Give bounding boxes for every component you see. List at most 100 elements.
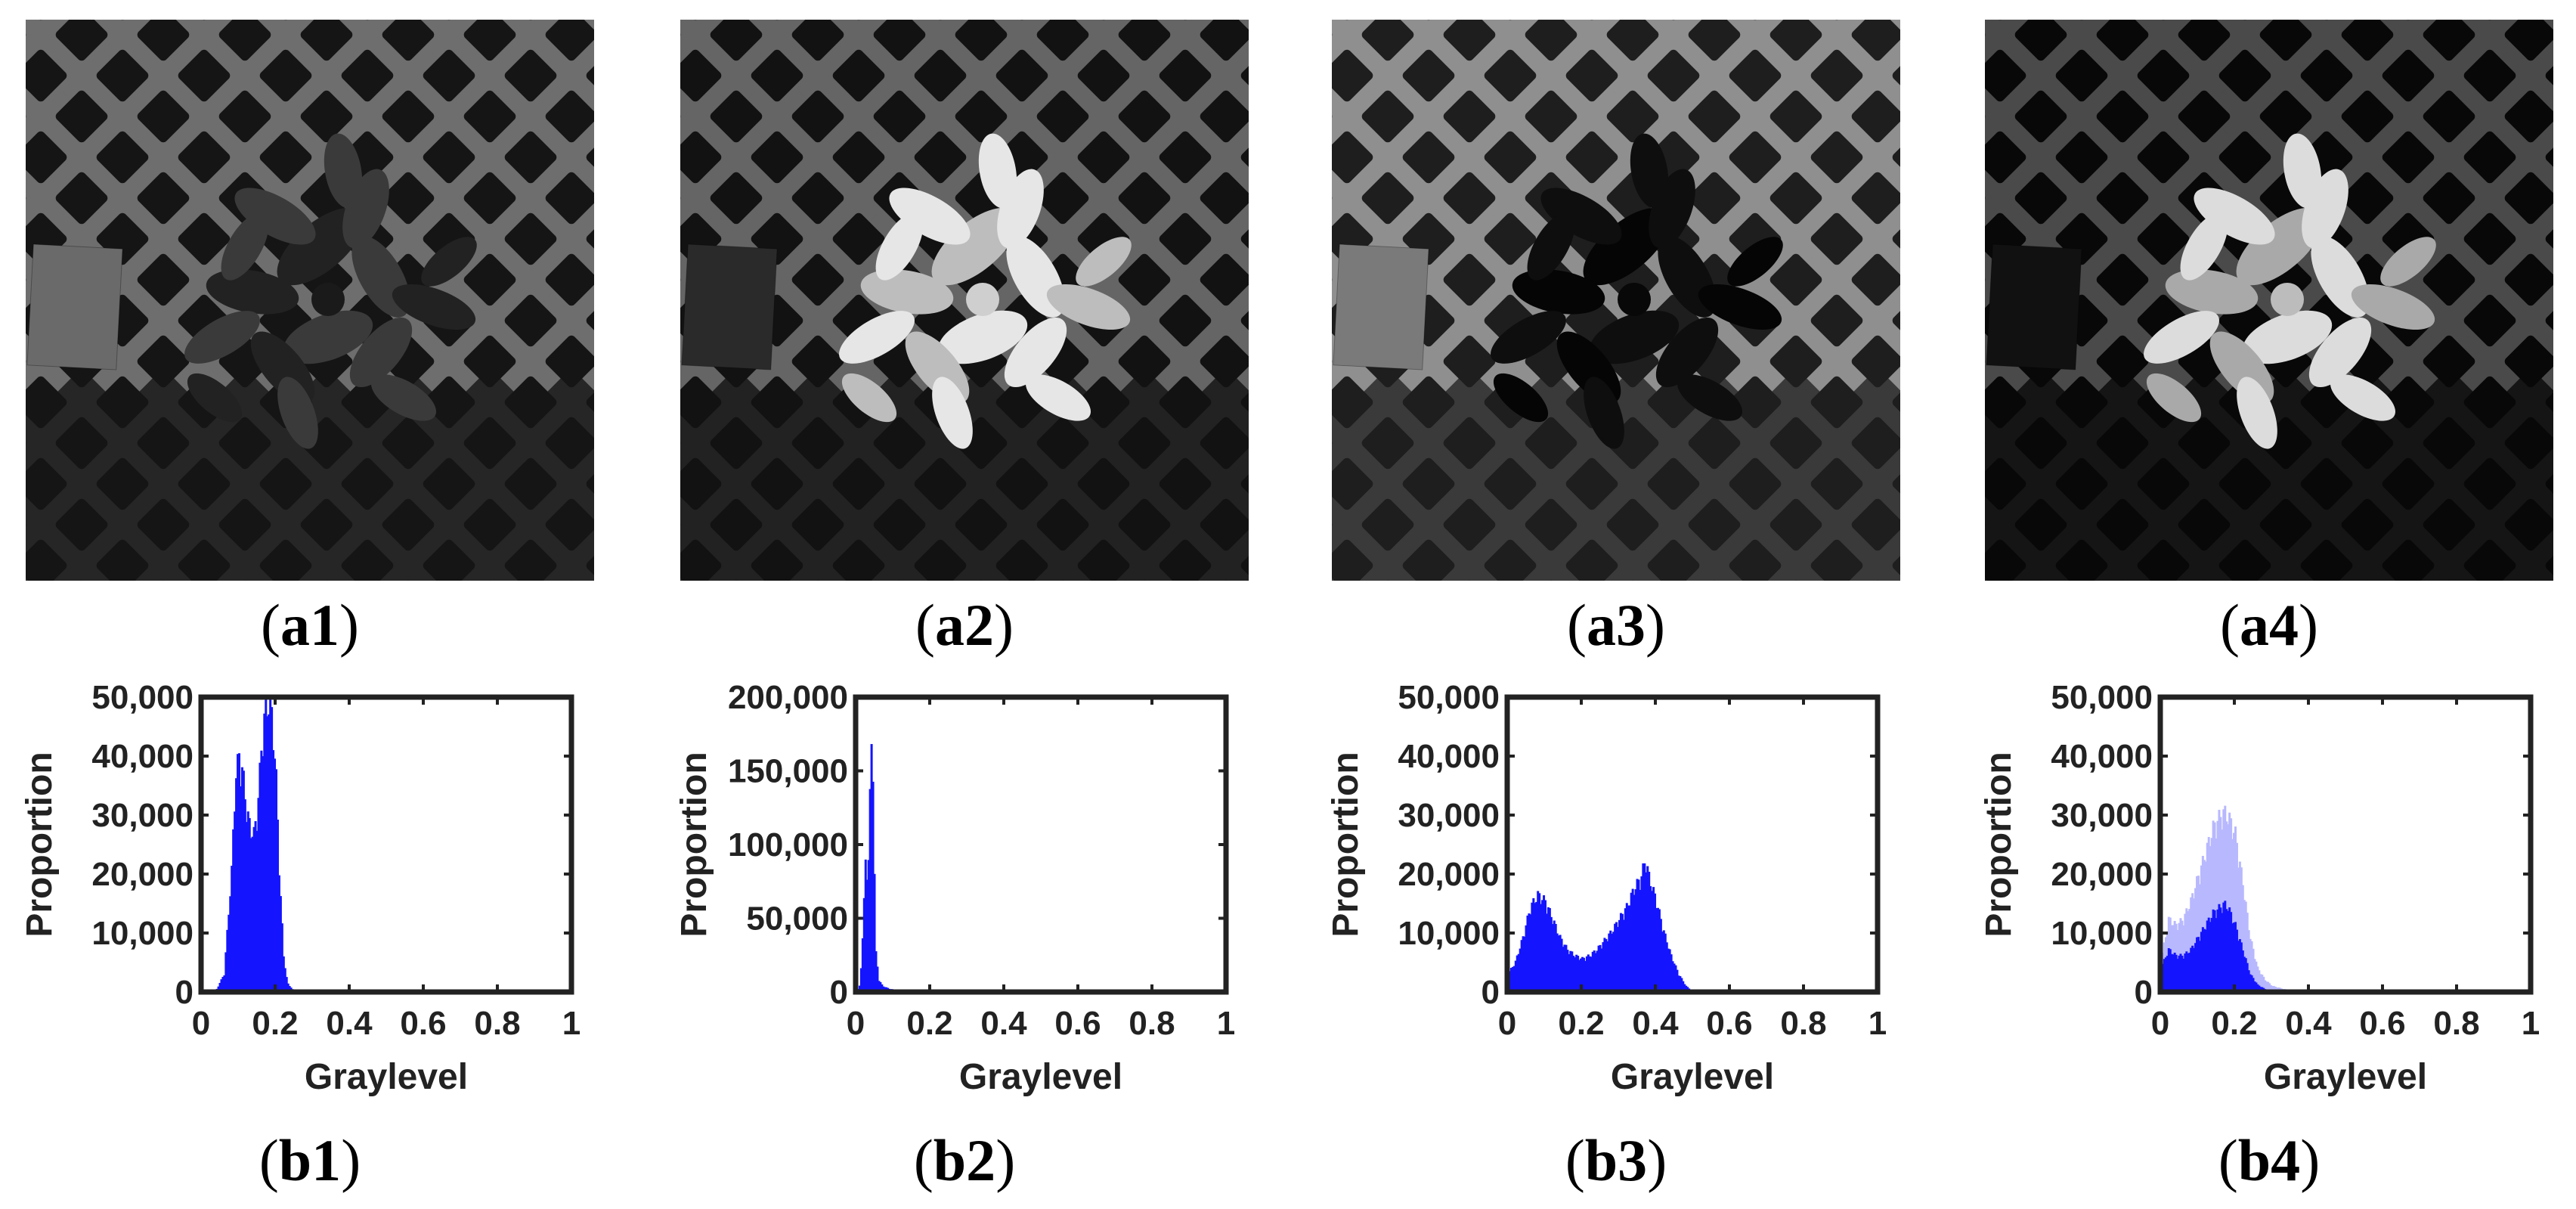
paver-hole [2014, 417, 2067, 470]
paver-hole [751, 539, 803, 581]
paver-hole [2504, 335, 2553, 388]
histogram-bar [2173, 952, 2176, 992]
plant-leaf [1026, 374, 1091, 421]
histogram-bar [1611, 933, 1614, 992]
paver-hole [1769, 90, 1822, 143]
paver-hole [1361, 498, 1414, 551]
histogram-bar [1618, 919, 1621, 992]
paver-hole [832, 49, 885, 102]
histogram-bar [2201, 927, 2204, 992]
paver-hole [96, 376, 149, 429]
histogram-b2: 0 0.2 0.4 0.6 0.8 1 0 50,000 100,000 150,000 200,0… [674, 665, 1249, 1119]
paver-hole [1159, 457, 1212, 510]
histogram-bar [2261, 974, 2264, 992]
histogram-bar [2222, 902, 2225, 992]
paver-hole [2463, 539, 2516, 581]
histogram-bar [2227, 910, 2230, 992]
histogram-bar [1645, 872, 1648, 992]
histogram-bar [1674, 965, 1677, 992]
paver-hole [914, 131, 967, 184]
paver-hole [545, 90, 594, 143]
histogram-bar [858, 985, 861, 992]
histogram-b1: 0 0.2 0.4 0.6 0.8 1 0 10,000 20,000 30,000 40,000 5… [20, 665, 594, 1119]
histogram-bar [2200, 932, 2203, 992]
histogram-bar [2219, 907, 2222, 992]
paver-hole [545, 498, 594, 551]
histogram-bar [2225, 821, 2228, 992]
histogram-bar [1541, 900, 1544, 992]
plant-leaf [1630, 133, 1669, 209]
paver-hole [423, 49, 475, 102]
histogram-bar [1648, 871, 1651, 992]
y-tick-label: 10,000 [2051, 915, 2153, 952]
histogram-bar [2191, 945, 2194, 992]
paver-hole [55, 172, 108, 225]
x-tick-label: 0.2 [906, 1005, 952, 1042]
plant [2144, 133, 2436, 449]
histogram-bar [1679, 976, 1682, 992]
plant-leaf [860, 269, 954, 315]
histogram-bar [2238, 861, 2241, 992]
y-tick-label: 40,000 [1398, 738, 1500, 775]
histogram-bar [1603, 938, 1606, 992]
paver-hole [710, 498, 763, 551]
histogram-bar [1683, 984, 1686, 992]
histogram-bar [1554, 923, 1557, 992]
plot-frame [198, 694, 574, 995]
plant-leaf [2351, 284, 2435, 330]
paver-hole [1851, 172, 1900, 225]
paver-hole [1985, 539, 2026, 581]
histogram-bar [1569, 950, 1572, 992]
histogram-bar [1637, 879, 1640, 992]
histogram-bar [2240, 942, 2243, 992]
histogram-bar [1651, 891, 1654, 992]
x-tick-label: 1 [1869, 1005, 1887, 1042]
plant-leaf [1589, 310, 1680, 364]
histogram-bar [2164, 957, 2167, 992]
histogram-bar [1509, 968, 1512, 992]
y-tick-label: 10,000 [1398, 915, 1500, 952]
paver-hole [1036, 417, 1089, 470]
histogram-bar [1627, 905, 1630, 992]
paver-hole [791, 20, 844, 61]
paver-hole [2178, 417, 2231, 470]
x-tick-label: 0.8 [2433, 1005, 2479, 1042]
paver-hole [995, 457, 1048, 510]
paver-hole [1036, 20, 1089, 61]
paver-hole [1810, 457, 1863, 510]
paver-hole [259, 131, 312, 184]
paver-hole [1688, 20, 1741, 61]
histogram-bar [249, 838, 252, 992]
paver-hole [1443, 90, 1496, 143]
paver-hole [1118, 172, 1171, 225]
histogram-bar [1677, 975, 1680, 992]
paver-hole [791, 417, 844, 470]
paver-hole [1851, 20, 1900, 61]
histogram-bar [2230, 818, 2233, 992]
histogram-bar [1543, 895, 1546, 992]
paver-brick [1142, 318, 1228, 405]
histogram-bar [862, 897, 865, 992]
x-tick-label: 1 [1217, 1005, 1235, 1042]
paver-hole [423, 539, 475, 581]
paver-hole [2463, 294, 2516, 347]
paver-hole [1565, 49, 1618, 102]
histogram-bar [2194, 888, 2197, 992]
histogram-bar [277, 875, 280, 992]
x-tick-label: 0.6 [1054, 1005, 1101, 1042]
plant-leaf [931, 207, 1019, 286]
histogram-bar [2244, 958, 2247, 992]
paver-hole [1769, 498, 1822, 551]
histogram-bar [875, 951, 878, 992]
paver-hole [2463, 376, 2516, 429]
paver-hole [1332, 376, 1373, 429]
histogram-bar [274, 758, 277, 992]
paver-hole [463, 335, 516, 388]
histogram-bar [1516, 955, 1519, 992]
histogram-bar [282, 956, 285, 992]
chart-caption-b3: (b3) [1565, 1127, 1667, 1193]
histogram-bar [1566, 950, 1569, 992]
plant-leaf [2236, 207, 2324, 286]
plant-leaf [2194, 188, 2275, 245]
paver-hole [1443, 498, 1496, 551]
